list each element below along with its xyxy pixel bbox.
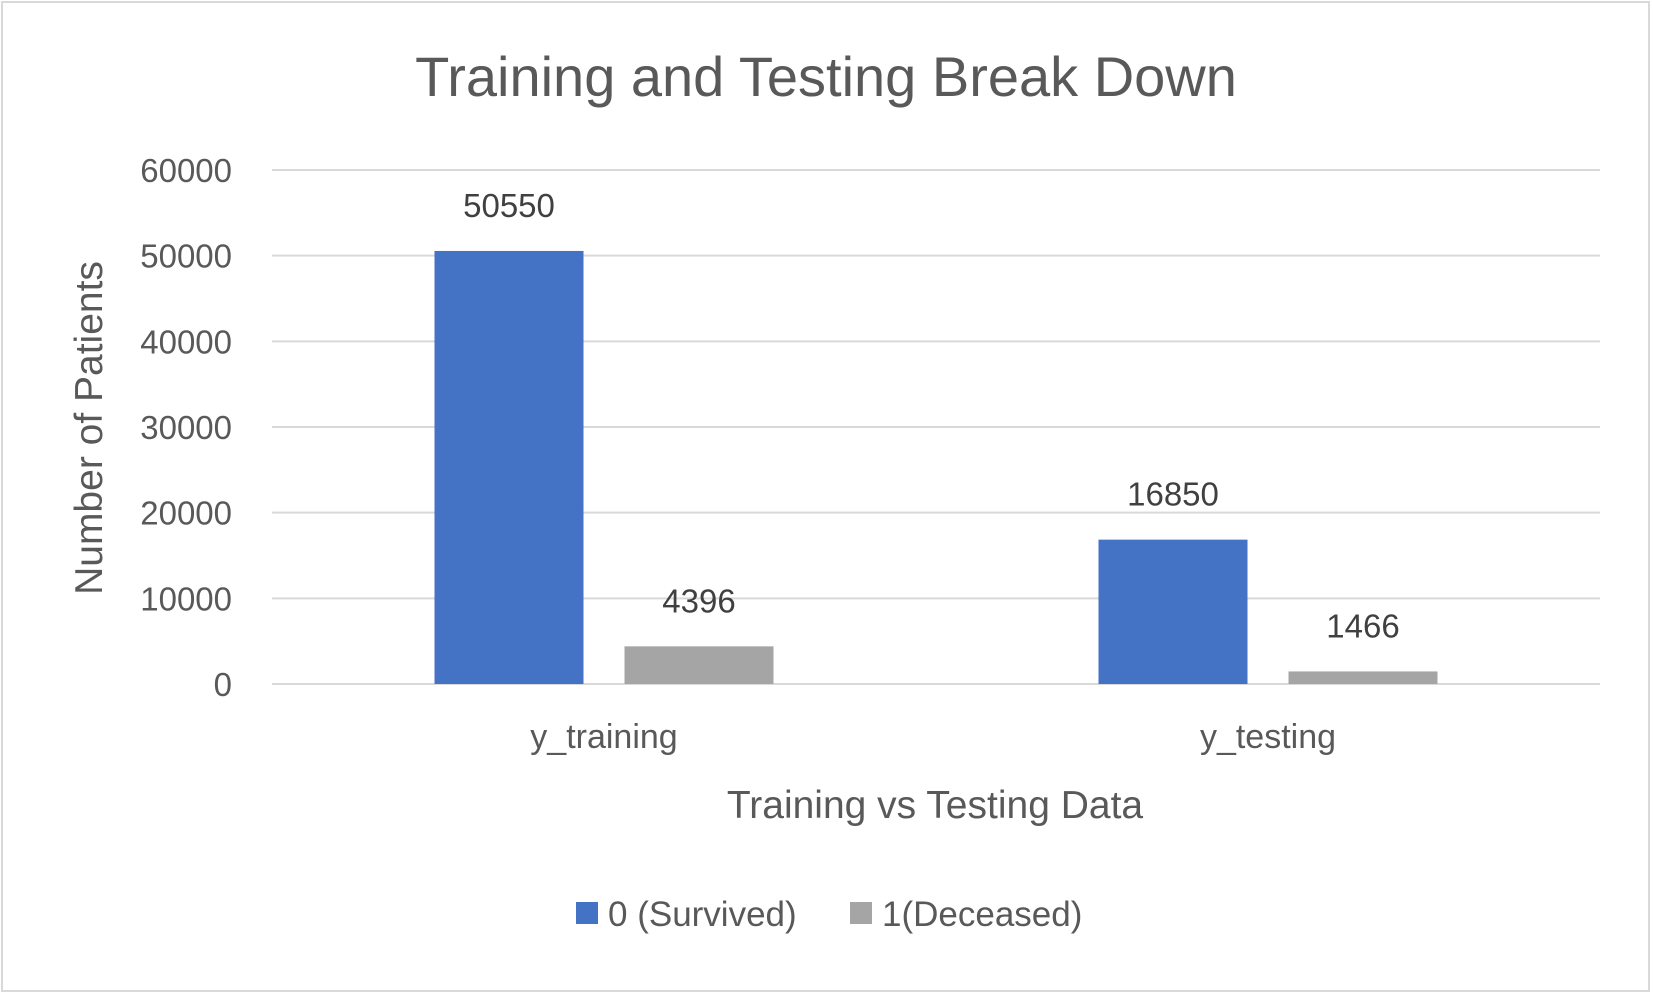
- data-label: 50550: [463, 187, 555, 224]
- x-axis-categories: y_training y_testing: [530, 718, 1336, 756]
- x-category-label: y_testing: [1200, 718, 1336, 756]
- y-tick-label: 10000: [140, 580, 232, 617]
- y-tick-label: 20000: [140, 495, 232, 532]
- y-tick-label: 0: [214, 666, 232, 703]
- y-axis-ticks: 0 10000 20000 30000 40000 50000 60000: [140, 152, 232, 703]
- legend-swatch: [576, 902, 598, 924]
- y-axis-title: Number of Patients: [68, 261, 111, 595]
- bars: [434, 250, 1438, 684]
- y-tick-label: 30000: [140, 409, 232, 446]
- y-tick-label: 50000: [140, 238, 232, 275]
- x-axis-title: Training vs Testing Data: [727, 784, 1144, 827]
- bar: [1098, 539, 1248, 684]
- legend: 0 (Survived) 1(Deceased): [576, 895, 1082, 934]
- data-label: 4396: [662, 582, 735, 619]
- bar: [434, 250, 584, 684]
- legend-label: 0 (Survived): [608, 895, 797, 934]
- bar: [624, 646, 774, 684]
- data-label: 1466: [1326, 607, 1399, 644]
- y-tick-label: 60000: [140, 152, 232, 189]
- y-tick-label: 40000: [140, 323, 232, 360]
- legend-label: 1(Deceased): [882, 895, 1082, 934]
- bar: [1288, 671, 1438, 684]
- x-category-label: y_training: [530, 718, 677, 756]
- data-label: 16850: [1127, 476, 1219, 513]
- chart-title: Training and Testing Break Down: [415, 45, 1237, 108]
- legend-swatch: [850, 902, 872, 924]
- data-labels: 50550 4396 16850 1466: [463, 187, 1400, 644]
